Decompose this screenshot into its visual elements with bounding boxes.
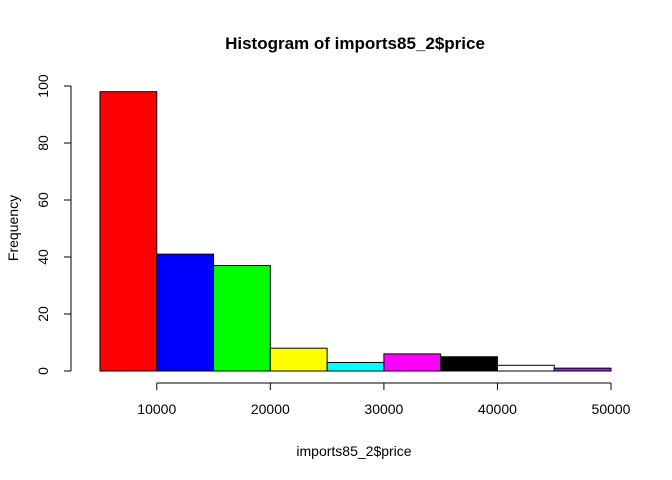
histogram-bar	[156, 253, 215, 372]
histogram-bar	[99, 91, 158, 372]
histogram-bar	[326, 361, 385, 372]
y-tick-label: 40	[35, 249, 51, 265]
bars-group	[99, 91, 612, 372]
y-tick-label: 80	[35, 135, 51, 151]
y-tick-label: 100	[35, 74, 51, 98]
histogram-bar	[440, 356, 498, 372]
x-tick-label: 30000	[364, 401, 403, 417]
x-tick-label: 20000	[251, 401, 290, 417]
x-tick-label: 40000	[478, 401, 517, 417]
y-axis: 0 20 40 60 80 100	[35, 74, 72, 375]
histogram-bar	[553, 367, 612, 372]
x-tick-label: 10000	[137, 401, 176, 417]
histogram-bar	[383, 353, 442, 372]
histogram-bar	[213, 265, 271, 372]
y-axis-label: Frequency	[5, 195, 21, 261]
y-tick-label: 60	[35, 192, 51, 208]
y-tick-label: 20	[35, 306, 51, 322]
histogram-bar	[269, 347, 328, 372]
x-tick-label: 50000	[592, 401, 631, 417]
x-axis: 10000 20000 30000 40000 50000	[137, 382, 631, 417]
chart-title: Histogram of imports85_2$price	[225, 34, 485, 53]
histogram-bar	[496, 364, 555, 372]
x-axis-label: imports85_2$price	[296, 443, 411, 459]
y-tick-label: 0	[35, 367, 51, 375]
